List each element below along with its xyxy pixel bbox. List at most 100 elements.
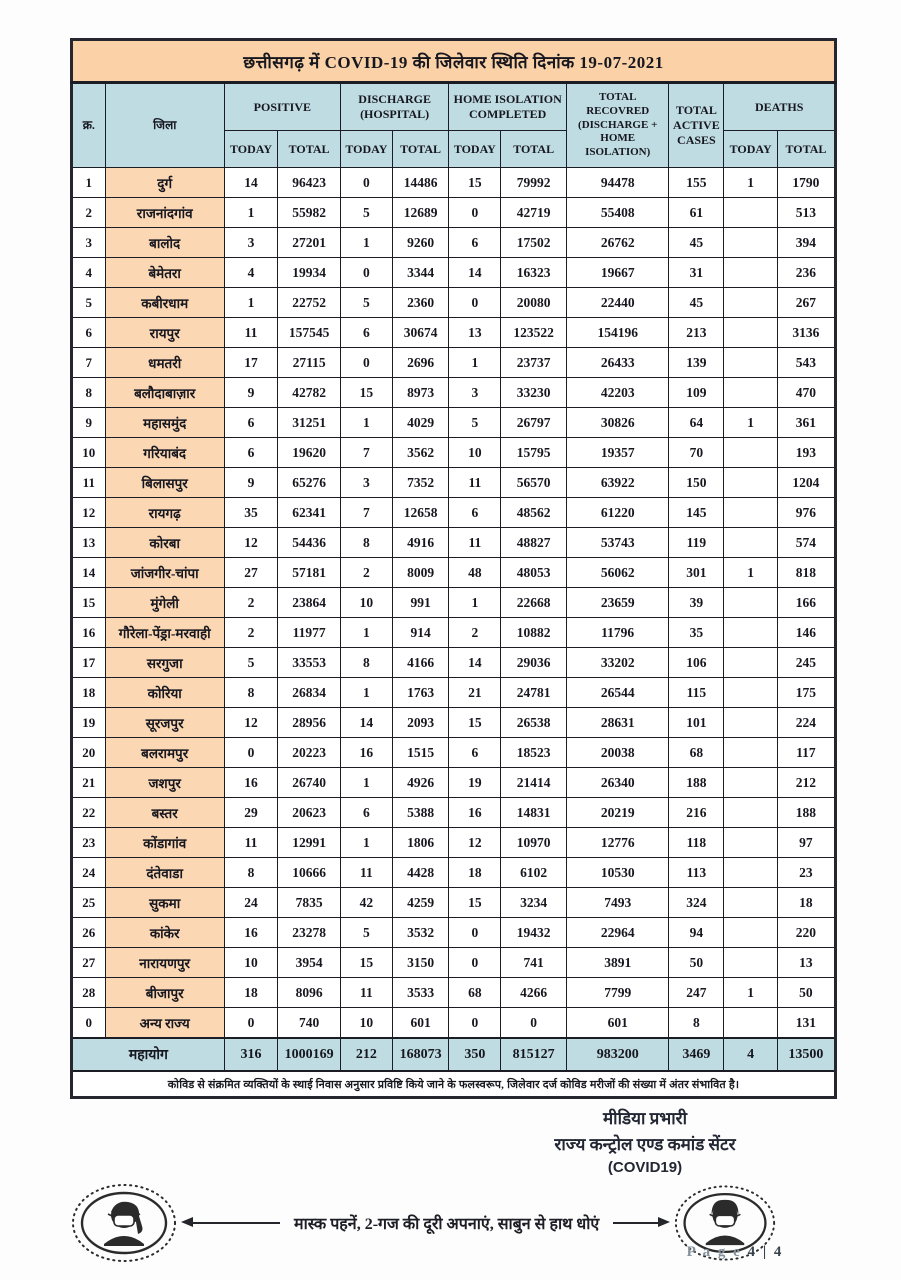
cell-positive-today: 6 [223, 407, 279, 438]
cell-deaths-total: 3136 [776, 317, 837, 348]
cell-sn: 25 [71, 887, 106, 918]
cell-positive-today: 16 [223, 917, 279, 948]
cell-deaths-today [723, 497, 778, 528]
cell-district: बलरामपुर [104, 737, 225, 768]
cell-deaths-total: 976 [776, 497, 837, 528]
cell-home-isolation-today: 19 [448, 767, 502, 798]
cell-total-recovered: 983200 [565, 1037, 670, 1072]
cell-home-isolation-today: 14 [448, 647, 502, 678]
cell-district: सुकमा [104, 887, 225, 918]
cell-deaths-today [723, 707, 778, 738]
cell-home-isolation-total: 0 [500, 1007, 567, 1039]
cell-discharge-today: 15 [339, 377, 393, 408]
cell-total-recovered: 26340 [565, 767, 670, 798]
cell-positive-today: 8 [223, 677, 279, 708]
cell-active-cases: 31 [668, 257, 725, 288]
masked-man-icon [675, 1185, 776, 1261]
cell-positive-total: 157545 [277, 317, 341, 348]
cell-district: बीजापुर [104, 977, 225, 1008]
cell-home-isolation-total: 10970 [500, 827, 567, 858]
cell-total-recovered: 56062 [565, 557, 670, 588]
cell-deaths-today [723, 677, 778, 708]
cell-discharge-total: 3150 [391, 947, 450, 978]
cell-deaths-today [723, 767, 778, 798]
cell-home-isolation-total: 22668 [500, 587, 567, 618]
cell-positive-today: 1 [223, 287, 279, 318]
cell-active-cases: 8 [668, 1007, 725, 1039]
cell-total-recovered: 20219 [565, 797, 670, 828]
cell-total-recovered: 22964 [565, 917, 670, 948]
cell-deaths-total: 543 [776, 347, 837, 378]
table-row: 20 बलरामपुर 0 20223 16 1515 6 18523 20038 68 117 [71, 737, 837, 768]
cell-total-recovered: 601 [565, 1007, 670, 1039]
cell-discharge-today: 5 [339, 287, 393, 318]
cell-deaths-total: 175 [776, 677, 837, 708]
cell-positive-today: 0 [223, 737, 279, 768]
cell-home-isolation-today: 16 [448, 797, 502, 828]
cell-discharge-today: 1 [339, 617, 393, 648]
cell-active-cases: 145 [668, 497, 725, 528]
cell-home-isolation-total: 26797 [500, 407, 567, 438]
table-row: 1 दुर्ग 14 96423 0 14486 15 79992 94478 155 1 1790 [71, 167, 837, 198]
cell-total-recovered: 42203 [565, 377, 670, 408]
cell-total-recovered: 53743 [565, 527, 670, 558]
cell-sn: 19 [71, 707, 106, 738]
cell-discharge-total: 1763 [391, 677, 450, 708]
page-number-prefix: P a g e [686, 1244, 742, 1260]
cell-total-recovered: 30826 [565, 407, 670, 438]
cell-positive-total: 23278 [277, 917, 341, 948]
cell-positive-total: 12991 [277, 827, 341, 858]
cell-total-recovered: 61220 [565, 497, 670, 528]
cell-sn: 14 [71, 557, 106, 588]
signature-line-1: मीडिया प्रभारी [603, 1109, 687, 1128]
table-row: 10 गरियाबंद 6 19620 7 3562 10 15795 19357 70 193 [71, 437, 837, 468]
cell-home-isolation-total: 6102 [500, 857, 567, 888]
cell-sn: 0 [71, 1007, 106, 1039]
cell-discharge-today: 6 [339, 317, 393, 348]
cell-sn: 21 [71, 767, 106, 798]
cell-deaths-today [723, 437, 778, 468]
cell-discharge-total: 4166 [391, 647, 450, 678]
table-row: 5 कबीरधाम 1 22752 5 2360 0 20080 22440 45 267 [71, 287, 837, 318]
table-row: 11 बिलासपुर 9 65276 3 7352 11 56570 63922 150 1204 [71, 467, 837, 498]
cell-discharge-total: 9260 [391, 227, 450, 258]
cell-active-cases: 216 [668, 797, 725, 828]
cell-discharge-total: 12658 [391, 497, 450, 528]
cell-deaths-today [723, 377, 778, 408]
cell-deaths-total: 166 [776, 587, 837, 618]
cell-home-isolation-today: 21 [448, 677, 502, 708]
col-header-deaths: DEATHS [723, 82, 836, 131]
cell-positive-today: 24 [223, 887, 279, 918]
cell-discharge-today: 5 [339, 917, 393, 948]
col-header-positive-total: TOTAL [277, 130, 341, 168]
cell-positive-total: 65276 [277, 467, 341, 498]
cell-district: कोंडागांव [104, 827, 225, 858]
cell-home-isolation-total: 123522 [500, 317, 567, 348]
cell-positive-total: 27201 [277, 227, 341, 258]
cell-discharge-total: 2360 [391, 287, 450, 318]
cell-deaths-total: 117 [776, 737, 837, 768]
cell-home-isolation-today: 48 [448, 557, 502, 588]
cell-deaths-total: 394 [776, 227, 837, 258]
cell-positive-today: 0 [223, 1007, 279, 1039]
cell-discharge-today: 7 [339, 437, 393, 468]
covid-status-table: छत्तीसगढ़ में COVID-19 की जिलेवार स्थिति… [70, 38, 837, 1099]
cell-positive-today: 29 [223, 797, 279, 828]
cell-positive-today: 27 [223, 557, 279, 588]
cell-deaths-total: 1790 [776, 167, 837, 198]
cell-discharge-today: 42 [339, 887, 393, 918]
cell-district: महासमुंद [104, 407, 225, 438]
cell-home-isolation-today: 0 [448, 947, 502, 978]
cell-discharge-today: 1 [339, 677, 393, 708]
cell-total-recovered: 26544 [565, 677, 670, 708]
cell-positive-today: 35 [223, 497, 279, 528]
table-row: 17 सरगुजा 5 33553 8 4166 14 29036 33202 106 245 [71, 647, 837, 678]
cell-home-isolation-total: 33230 [500, 377, 567, 408]
cell-deaths-today [723, 527, 778, 558]
cell-deaths-total: 513 [776, 197, 837, 228]
cell-district: धमतरी [104, 347, 225, 378]
cell-positive-total: 62341 [277, 497, 341, 528]
cell-total-recovered: 28631 [565, 707, 670, 738]
cell-total-recovered: 63922 [565, 467, 670, 498]
table-row: 28 बीजापुर 18 8096 11 3533 68 4266 7799 247 1 50 [71, 977, 837, 1008]
